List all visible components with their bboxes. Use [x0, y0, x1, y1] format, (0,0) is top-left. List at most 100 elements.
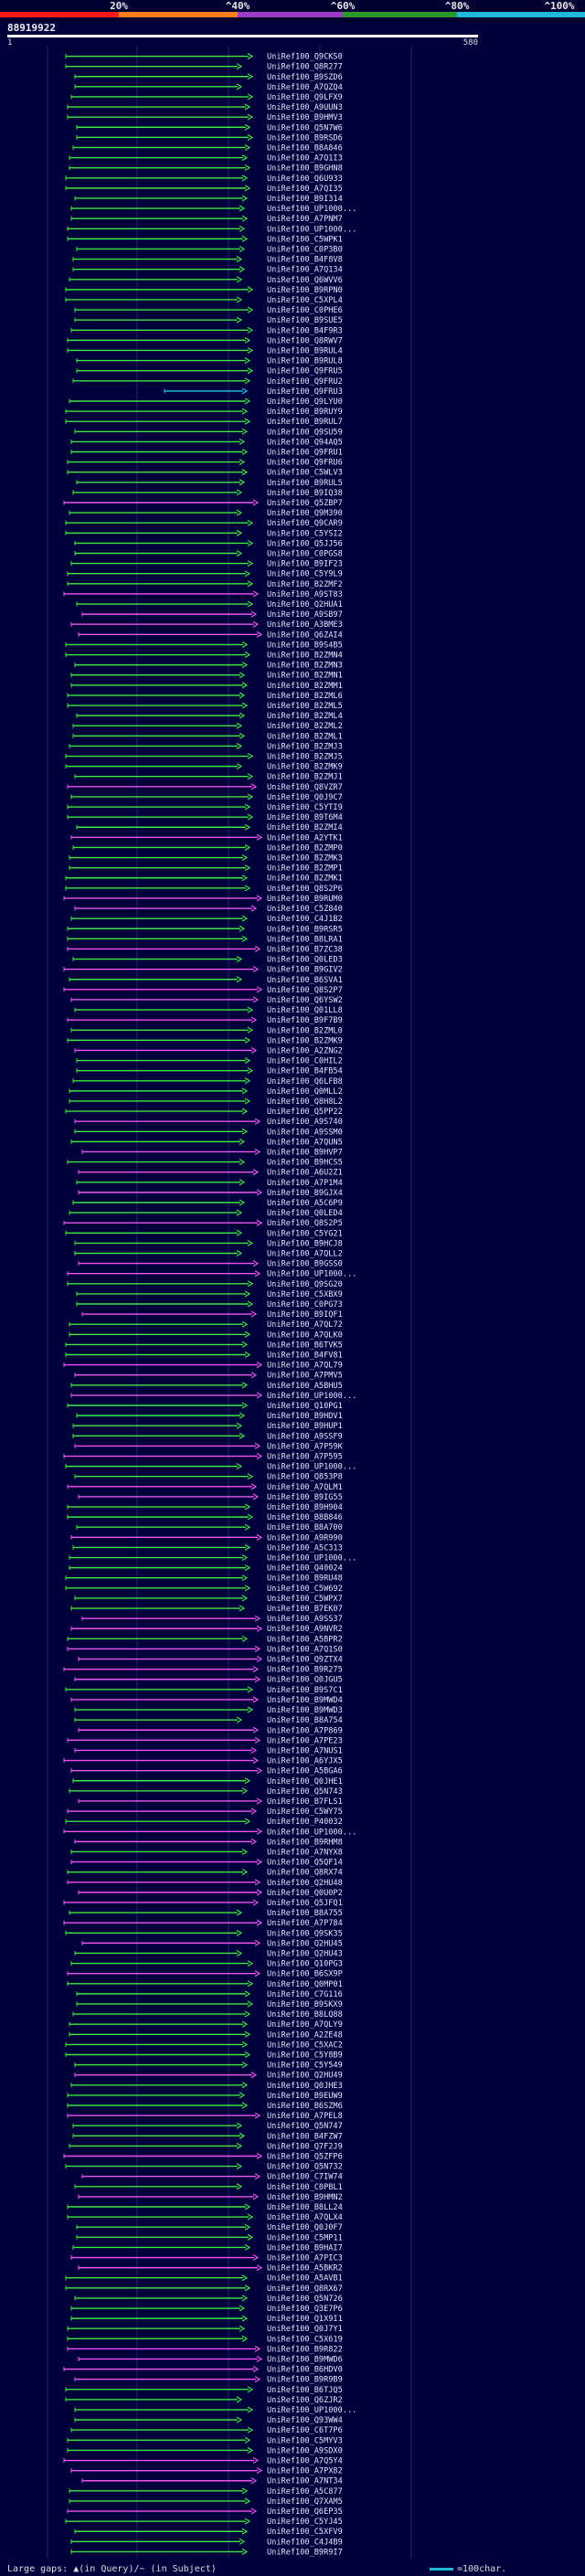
hit-label[interactable]: UniRef100_B9R822 — [267, 2345, 343, 2354]
hit-label[interactable]: UniRef100_A7QLX4 — [267, 2213, 343, 2222]
hit-row[interactable]: UniRef100_Q853P8 — [74, 1473, 343, 1482]
hit-row[interactable]: UniRef100_B9RPN0 — [65, 286, 343, 295]
hit-label[interactable]: UniRef100_Q8H8L2 — [267, 1097, 343, 1107]
hit-row[interactable]: UniRef100_B9HAI7 — [72, 2243, 343, 2253]
hit-label[interactable]: UniRef100_A7QZQ4 — [267, 83, 343, 92]
hit-row[interactable]: UniRef100_C0PBL1 — [74, 2183, 343, 2192]
hit-row[interactable]: UniRef100_A7QLX4 — [67, 2213, 343, 2222]
hit-row[interactable]: UniRef100_A6U2Z1 — [78, 1169, 343, 1178]
hit-row[interactable]: UniRef100_A2YTK1 — [70, 833, 343, 843]
hit-row[interactable]: UniRef100_C5Y8B9 — [65, 2051, 343, 2060]
hit-row[interactable]: UniRef100_B9T6M4 — [67, 813, 343, 822]
hit-label[interactable]: UniRef100_A7Q1I3 — [267, 154, 343, 164]
hit-label[interactable]: UniRef100_Q8R277 — [267, 63, 343, 72]
hit-label[interactable]: UniRef100_A6YJX5 — [267, 1757, 343, 1766]
hit-label[interactable]: UniRef100_Q7XAM5 — [267, 2497, 343, 2507]
hit-label[interactable]: UniRef100_B9RUL5 — [267, 479, 343, 488]
hit-label[interactable]: UniRef100_B2ZML6 — [267, 692, 343, 701]
hit-row[interactable]: UniRef100_Q9CAR9 — [65, 519, 343, 528]
hit-label[interactable]: UniRef100_B9R9B9 — [267, 2376, 343, 2385]
hit-label[interactable]: UniRef100_A2ZNG2 — [267, 1046, 343, 1055]
hit-row[interactable]: UniRef100_B9RSR5 — [67, 925, 343, 934]
hit-row[interactable]: UniRef100_A9SSF9 — [72, 1432, 343, 1441]
hit-row[interactable]: UniRef100_B9I314 — [74, 195, 343, 204]
hit-row[interactable]: UniRef100_B2ZMF2 — [67, 580, 343, 589]
hit-row[interactable]: UniRef100_Q5N726 — [74, 2295, 343, 2304]
hit-row[interactable]: UniRef100_A7QL72 — [69, 1320, 343, 1330]
hit-label[interactable]: UniRef100_Q5N747 — [267, 2122, 343, 2131]
hit-row[interactable]: UniRef100_A7QLY9 — [69, 2020, 343, 2030]
hit-row[interactable]: UniRef100_C4J4B9 — [70, 2538, 343, 2547]
hit-row[interactable]: UniRef100_B9MWD4 — [70, 1696, 343, 1705]
hit-label[interactable]: UniRef100_B6TVK5 — [267, 1341, 343, 1350]
hit-label[interactable]: UniRef100_A7PNM7 — [267, 215, 343, 224]
hit-row[interactable]: UniRef100_C5Y549 — [74, 2062, 343, 2071]
hit-label[interactable]: UniRef100_A5C313 — [267, 1543, 343, 1553]
hit-label[interactable]: UniRef100_A7QI35 — [267, 185, 343, 194]
hit-label[interactable]: UniRef100_Q9SU59 — [267, 428, 343, 437]
hit-row[interactable]: UniRef100_UP1000... — [74, 2406, 356, 2415]
hit-label[interactable]: UniRef100_A5BHU5 — [267, 1382, 343, 1391]
hit-row[interactable]: UniRef100_Q1X9I1 — [70, 2315, 343, 2324]
hit-row[interactable]: UniRef100_B9HCS5 — [67, 1159, 343, 1168]
hit-label[interactable]: UniRef100_A7QL72 — [267, 1320, 343, 1330]
hit-label[interactable]: UniRef100_A9S740 — [267, 1118, 343, 1127]
hit-label[interactable]: UniRef100_B9H904 — [267, 1503, 343, 1512]
hit-row[interactable]: UniRef100_A7NYX8 — [70, 1848, 343, 1857]
hit-label[interactable]: UniRef100_A7QLL2 — [267, 1249, 343, 1258]
hit-row[interactable]: UniRef100_A7PE23 — [67, 1736, 343, 1745]
hit-label[interactable]: UniRef100_B9HUP1 — [267, 1422, 343, 1431]
hit-row[interactable]: UniRef100_Q5PP22 — [65, 1108, 343, 1117]
hit-label[interactable]: UniRef100_Q0JHE1 — [267, 1777, 343, 1786]
hit-row[interactable]: UniRef100_B9IF23 — [70, 560, 343, 569]
hit-row[interactable]: UniRef100_B2ZMP0 — [72, 843, 343, 853]
hit-label[interactable]: UniRef100_Q0J0F7 — [267, 2223, 343, 2232]
hit-label[interactable]: UniRef100_C5XFV9 — [267, 2528, 343, 2537]
hit-label[interactable]: UniRef100_Q5ZBP7 — [267, 499, 343, 508]
hit-row[interactable]: UniRef100_B6SX9P — [67, 1970, 343, 1979]
hit-label[interactable]: UniRef100_B6SX9P — [267, 1970, 343, 1979]
hit-row[interactable]: UniRef100_Q40024 — [69, 1564, 343, 1574]
hit-label[interactable]: UniRef100_B2ZML2 — [267, 722, 343, 731]
hit-label[interactable]: UniRef100_A5AVB1 — [267, 2274, 343, 2284]
hit-row[interactable]: UniRef100_B8A754 — [74, 1716, 343, 1725]
hit-row[interactable]: UniRef100_Q0U0P2 — [78, 1889, 343, 1898]
hit-row[interactable]: UniRef100_Q9LFX9 — [70, 93, 343, 102]
hit-row[interactable]: UniRef100_A7P1M4 — [76, 1179, 343, 1188]
hit-row[interactable]: UniRef100_Q5N7W6 — [76, 123, 343, 133]
hit-label[interactable]: UniRef100_Q6ZJR2 — [267, 2396, 343, 2405]
hit-label[interactable]: UniRef100_B9RPN0 — [267, 286, 343, 295]
hit-label[interactable]: UniRef100_A7QLM1 — [267, 1483, 343, 1492]
hit-label[interactable]: UniRef100_B9RU48 — [267, 1574, 343, 1584]
hit-row[interactable]: UniRef100_B9RHM8 — [74, 1838, 343, 1847]
hit-row[interactable]: UniRef100_B6SVA1 — [69, 976, 343, 985]
hit-row[interactable]: UniRef100_Q0LED3 — [72, 956, 343, 965]
hit-row[interactable]: UniRef100_A7Q5Y4 — [63, 2457, 343, 2466]
hit-label[interactable]: UniRef100_B9R275 — [267, 1666, 343, 1675]
hit-label[interactable]: UniRef100_A2YTK1 — [267, 833, 343, 843]
hit-label[interactable]: UniRef100_B9HCJ8 — [267, 1239, 343, 1248]
hit-row[interactable]: UniRef100_Q9SG20 — [67, 1280, 343, 1289]
hit-row[interactable]: UniRef100_Q8S2P7 — [63, 986, 343, 995]
hit-row[interactable]: UniRef100_A7Q134 — [72, 266, 343, 275]
hit-label[interactable]: UniRef100_Q9LFX9 — [267, 93, 343, 102]
hit-label[interactable]: UniRef100_Q5N7W6 — [267, 123, 343, 133]
hit-row[interactable]: UniRef100_Q9FRU1 — [70, 448, 343, 457]
hit-label[interactable]: UniRef100_B2ZMN3 — [267, 662, 343, 671]
hit-label[interactable]: UniRef100_C5Y8B9 — [267, 2051, 343, 2060]
hit-row[interactable]: UniRef100_Q0JGU5 — [74, 1676, 343, 1685]
hit-label[interactable]: UniRef100_B7FLS1 — [267, 1797, 343, 1807]
hit-label[interactable]: UniRef100_UP1000... — [267, 1828, 356, 1837]
hit-row[interactable]: UniRef100_C6T7P6 — [70, 2426, 343, 2435]
hit-row[interactable]: UniRef100_B2ZML2 — [72, 722, 343, 731]
hit-row[interactable]: UniRef100_B9SUE5 — [74, 316, 343, 325]
hit-row[interactable]: UniRef100_B6SZM6 — [67, 2102, 343, 2111]
hit-label[interactable]: UniRef100_A7PE23 — [267, 1736, 343, 1745]
hit-label[interactable]: UniRef100_A9SSM0 — [267, 1128, 343, 1137]
hit-label[interactable]: UniRef100_A5C6P9 — [267, 1199, 343, 1208]
hit-row[interactable]: UniRef100_C0PHE6 — [74, 306, 343, 315]
hit-row[interactable]: UniRef100_C5WPX7 — [74, 1595, 343, 1604]
hit-row[interactable]: UniRef100_UP1000... — [67, 225, 356, 234]
hit-label[interactable]: UniRef100_B4F9R3 — [267, 326, 343, 335]
hit-row[interactable]: UniRef100_B9RSD6 — [76, 133, 343, 143]
